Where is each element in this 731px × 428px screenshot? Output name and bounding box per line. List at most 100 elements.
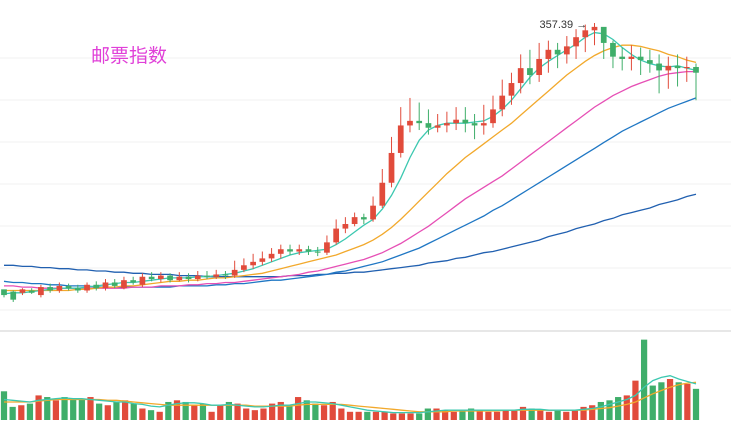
- volume-bar: [173, 400, 181, 420]
- candle: [250, 253, 256, 269]
- candle-body: [93, 284, 100, 289]
- candle: [462, 107, 469, 133]
- volume-bar: [467, 408, 475, 420]
- candle: [102, 279, 109, 291]
- candle-body: [554, 49, 561, 55]
- volume-bar: [476, 410, 483, 420]
- candle-body: [388, 152, 395, 183]
- candle: [508, 72, 515, 105]
- candle: [628, 45, 635, 71]
- candle-body: [314, 251, 321, 253]
- candle: [656, 54, 662, 94]
- volume-bar: [303, 400, 310, 420]
- candle-body: [480, 123, 487, 126]
- candle: [517, 54, 524, 94]
- candle: [121, 276, 127, 290]
- volume-average-lines: [3, 375, 697, 414]
- candle-body: [157, 275, 164, 280]
- volume-bar: [416, 413, 423, 420]
- candle: [1, 289, 7, 298]
- volume-bar: [519, 406, 527, 420]
- volume-bar: [87, 397, 94, 420]
- candle: [600, 26, 607, 59]
- volume-bar: [390, 413, 397, 420]
- volume-bar: [182, 401, 189, 420]
- candle: [314, 246, 321, 257]
- candle: [499, 79, 506, 117]
- volume-bar: [658, 382, 665, 420]
- candle-body: [204, 275, 210, 277]
- candle-body: [268, 253, 275, 259]
- candle-body: [600, 26, 607, 43]
- volume-bar: [251, 410, 258, 420]
- candle: [536, 42, 543, 82]
- candle-body: [527, 68, 533, 76]
- volume-bar: [208, 411, 215, 420]
- candle: [637, 47, 644, 76]
- volume-bar: [442, 410, 449, 420]
- volume-bar: [0, 391, 8, 420]
- volume-bar: [199, 403, 207, 420]
- volume-bar: [589, 405, 596, 420]
- candle: [84, 282, 90, 293]
- candle-body: [628, 56, 635, 59]
- candle: [416, 102, 423, 131]
- candle-body: [499, 95, 506, 110]
- volume-plot: [0, 339, 700, 420]
- candle: [591, 22, 598, 46]
- volume-bar: [121, 400, 129, 420]
- candle-body: [167, 275, 173, 281]
- candle: [333, 219, 340, 245]
- volume-bar: [165, 401, 172, 420]
- candle-body: [324, 242, 330, 253]
- volume-bar: [433, 408, 440, 420]
- volume-bar: [139, 408, 146, 420]
- candle-body: [148, 276, 155, 280]
- candle: [453, 107, 459, 131]
- volume-bar: [580, 406, 587, 420]
- volume-bar: [381, 411, 388, 420]
- volume-bar: [277, 401, 284, 420]
- candle: [185, 273, 192, 283]
- volume-bar: [692, 388, 700, 420]
- candle-body: [434, 125, 441, 128]
- volume-bar: [502, 410, 509, 420]
- candle-body: [102, 282, 109, 289]
- volume-bar: [684, 383, 691, 420]
- volume-bar: [554, 410, 561, 420]
- volume-bar: [398, 413, 406, 420]
- volume-bar: [9, 406, 16, 420]
- candle-body: [536, 58, 543, 76]
- candle-body: [693, 66, 699, 73]
- volume-bar: [312, 403, 319, 420]
- chart-title: 邮票指数: [91, 45, 167, 67]
- candle: [425, 109, 432, 135]
- candle: [167, 273, 173, 283]
- candle-body: [683, 66, 690, 69]
- candle-body: [517, 68, 524, 84]
- volume-bar: [18, 405, 25, 420]
- candle: [397, 107, 404, 158]
- candle-body: [139, 276, 146, 285]
- candle-body: [111, 282, 118, 286]
- candle: [287, 244, 293, 255]
- candle: [683, 56, 690, 82]
- candle: [545, 40, 552, 73]
- candle-body: [656, 63, 662, 71]
- candle-body: [407, 120, 413, 126]
- candle: [305, 245, 312, 255]
- ma5-line: [3, 31, 697, 295]
- volume-bar: [675, 382, 682, 420]
- candle-body: [241, 265, 247, 270]
- candle: [268, 248, 275, 262]
- volume-bar: [563, 411, 570, 420]
- candle: [38, 284, 44, 298]
- candlesticks: [1, 22, 699, 302]
- volume-bar: [346, 411, 354, 420]
- candle-body: [416, 120, 423, 124]
- volume-bar: [234, 403, 241, 420]
- candle-body: [47, 287, 53, 291]
- volume-bar: [407, 413, 414, 420]
- volume-bar: [640, 339, 648, 420]
